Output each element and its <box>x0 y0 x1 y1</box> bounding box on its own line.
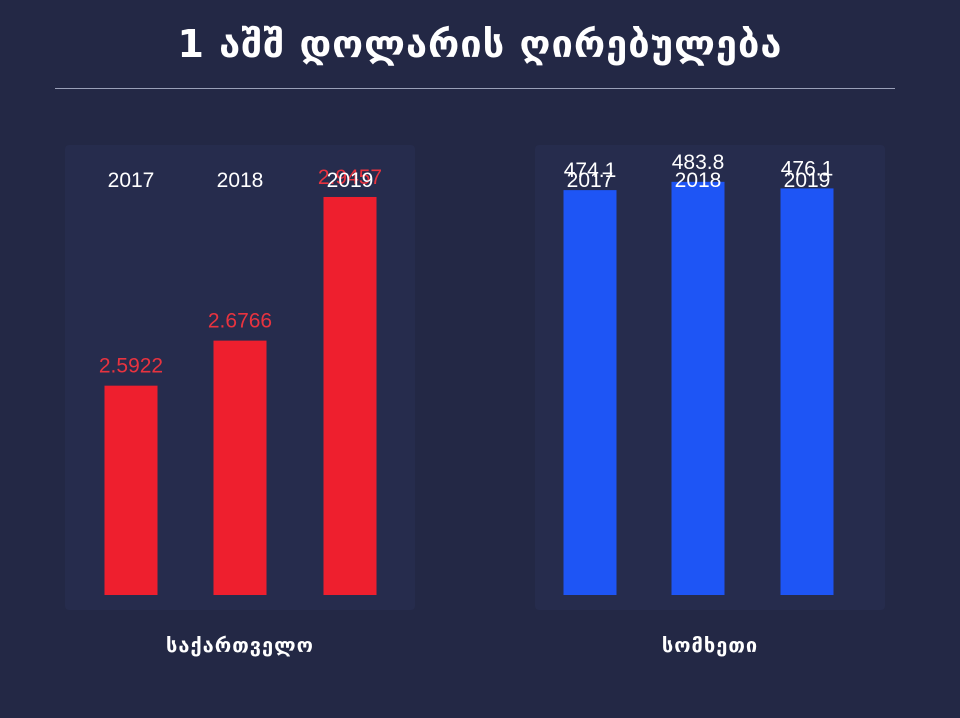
georgia-value-label-2017: 2.5922 <box>99 355 163 378</box>
georgia-year-label-2018: 2018 <box>217 169 264 192</box>
georgia-value-label-2019: 2.9457 <box>318 166 382 189</box>
georgia-country-label: საქართველო <box>166 633 314 657</box>
armenia-country-label: სომხეთი <box>661 633 759 657</box>
georgia-bar-2018 <box>213 340 267 595</box>
georgia-year-label-2017: 2017 <box>108 169 155 192</box>
armenia-value-label-2018: 483.8 <box>672 151 725 174</box>
armenia-value-label-2017: 474.1 <box>564 159 617 182</box>
page-title: 1 აშშ დოლარის ღირებულება <box>177 22 783 66</box>
armenia-year-label-2019: 2019 <box>784 169 831 192</box>
armenia-bar-2018 <box>671 181 725 596</box>
georgia-bar-2019 <box>323 196 377 596</box>
georgia-year-label-2019: 2019 <box>327 169 374 192</box>
armenia-bar-2019 <box>780 188 834 596</box>
georgia-bar-2017 <box>104 385 158 595</box>
georgia-value-label-2018: 2.6766 <box>208 310 272 333</box>
armenia-year-label-2018: 2018 <box>675 169 722 192</box>
armenia-bar-2017 <box>563 190 617 596</box>
armenia-year-label-2017: 2017 <box>567 169 614 192</box>
armenia-value-label-2019: 476.1 <box>781 157 834 180</box>
title-divider <box>55 88 895 89</box>
